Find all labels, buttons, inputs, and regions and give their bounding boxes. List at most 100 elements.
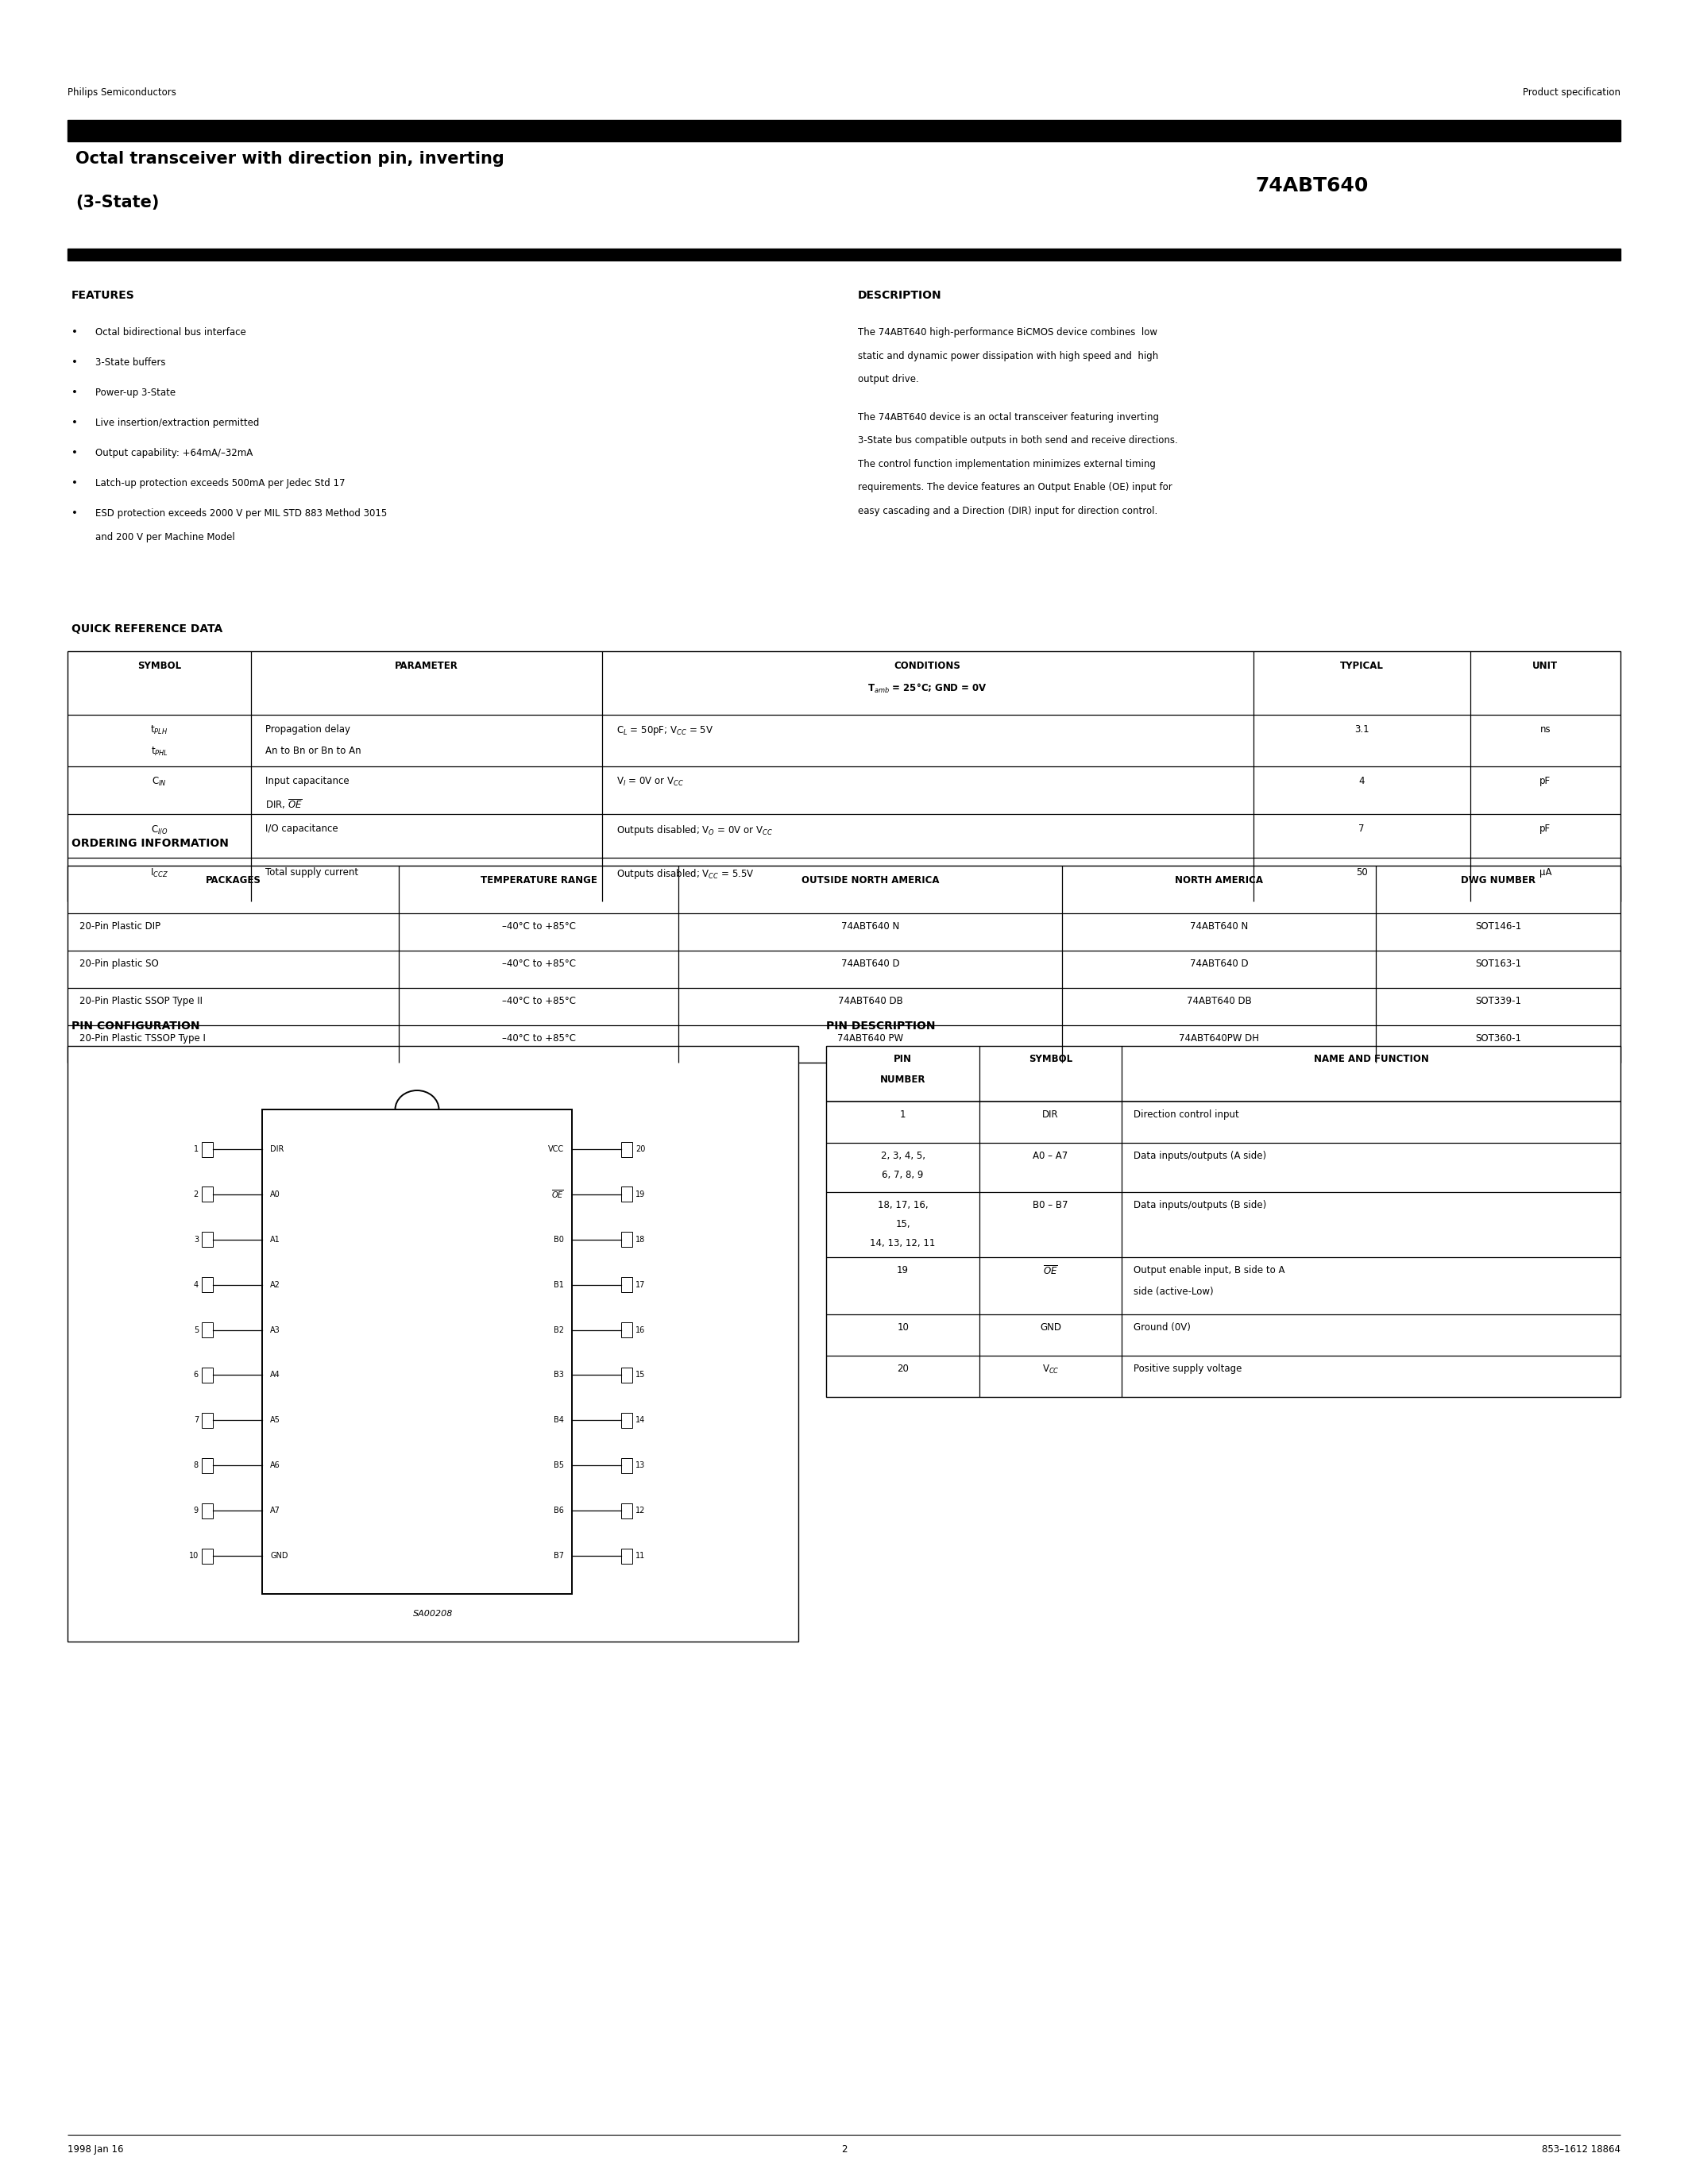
Text: 14: 14	[635, 1415, 645, 1424]
Text: Direction control input: Direction control input	[1134, 1109, 1239, 1120]
Text: $\overline{OE}$: $\overline{OE}$	[1043, 1265, 1058, 1278]
Text: 74ABT640 DB: 74ABT640 DB	[1187, 996, 1251, 1007]
Text: 18, 17, 16,: 18, 17, 16,	[878, 1199, 928, 1210]
Text: C$_L$ = 50pF; V$_{CC}$ = 5V: C$_L$ = 50pF; V$_{CC}$ = 5V	[616, 725, 714, 736]
Text: I/O capacitance: I/O capacitance	[265, 823, 338, 834]
Text: 1: 1	[900, 1109, 906, 1120]
Text: $\overline{OE}$: $\overline{OE}$	[552, 1188, 564, 1201]
Text: ns: ns	[1539, 725, 1551, 734]
Bar	[68, 651, 1620, 902]
Text: B0: B0	[554, 1236, 564, 1243]
Text: –40°C to +85°C: –40°C to +85°C	[501, 959, 576, 970]
Text: NAME AND FUNCTION: NAME AND FUNCTION	[1313, 1055, 1428, 1064]
Text: SOT163-1: SOT163-1	[1475, 959, 1521, 970]
Text: Data inputs/outputs (B side): Data inputs/outputs (B side)	[1134, 1199, 1266, 1210]
Text: –40°C to +85°C: –40°C to +85°C	[501, 1033, 576, 1044]
Text: 1998 Jan 16: 1998 Jan 16	[68, 2145, 123, 2156]
Text: side (active-Low): side (active-Low)	[1134, 1286, 1214, 1297]
Text: 17: 17	[635, 1280, 645, 1289]
Text: PIN CONFIGURATION: PIN CONFIGURATION	[71, 1020, 199, 1031]
Text: I$_{CCZ}$: I$_{CCZ}$	[150, 867, 169, 880]
Text: Propagation delay: Propagation delay	[265, 725, 351, 734]
Text: •: •	[71, 478, 78, 489]
Bar	[621, 1186, 633, 1201]
Text: FEATURES: FEATURES	[71, 290, 135, 301]
Text: An to Bn or Bn to An: An to Bn or Bn to An	[265, 745, 361, 756]
Text: Power-up 3-State: Power-up 3-State	[95, 387, 176, 397]
Text: 20-Pin Plastic SSOP Type II: 20-Pin Plastic SSOP Type II	[79, 996, 203, 1007]
Text: 7: 7	[194, 1415, 199, 1424]
Text: 20-Pin plastic SO: 20-Pin plastic SO	[79, 959, 159, 970]
Text: •: •	[71, 509, 78, 518]
Text: PARAMETER: PARAMETER	[395, 662, 457, 670]
Text: t$_{PLH}$: t$_{PLH}$	[150, 725, 169, 736]
Text: A6: A6	[270, 1461, 280, 1470]
Text: 50: 50	[1355, 867, 1367, 878]
Text: 14, 13, 12, 11: 14, 13, 12, 11	[869, 1238, 935, 1249]
Bar	[68, 249, 1620, 260]
Bar	[825, 1046, 1620, 1398]
Text: GND: GND	[270, 1553, 289, 1559]
Text: The 74ABT640 high-performance BiCMOS device combines  low: The 74ABT640 high-performance BiCMOS dev…	[858, 328, 1158, 339]
Text: C$_{IN}$: C$_{IN}$	[152, 775, 167, 788]
Text: 3-State bus compatible outputs in both send and receive directions.: 3-State bus compatible outputs in both s…	[858, 435, 1178, 446]
Text: •: •	[71, 417, 78, 428]
Bar	[203, 1186, 213, 1201]
Text: A7: A7	[270, 1507, 280, 1514]
Text: SA00208: SA00208	[414, 1610, 452, 1618]
Text: μA: μA	[1539, 867, 1551, 878]
Bar	[203, 1503, 213, 1518]
Text: DIR, $\overline{OE}$: DIR, $\overline{OE}$	[265, 797, 302, 810]
Text: 11: 11	[635, 1553, 645, 1559]
Text: SOT146-1: SOT146-1	[1475, 922, 1521, 933]
Text: Input capacitance: Input capacitance	[265, 775, 349, 786]
Text: Product specification: Product specification	[1523, 87, 1620, 98]
Text: •: •	[71, 448, 78, 459]
Text: GND: GND	[1040, 1321, 1062, 1332]
Text: 2: 2	[841, 2145, 847, 2156]
Text: T$_{amb}$ = 25°C; GND = 0V: T$_{amb}$ = 25°C; GND = 0V	[868, 681, 987, 695]
Text: A0: A0	[270, 1190, 280, 1199]
Text: Octal bidirectional bus interface: Octal bidirectional bus interface	[95, 328, 246, 339]
Text: 12: 12	[635, 1507, 645, 1514]
Text: 20: 20	[896, 1363, 908, 1374]
Text: Live insertion/extraction permitted: Live insertion/extraction permitted	[95, 417, 260, 428]
Text: V$_{CC}$: V$_{CC}$	[1041, 1363, 1058, 1376]
Text: 3-State buffers: 3-State buffers	[95, 358, 165, 367]
Text: 20-Pin Plastic DIP: 20-Pin Plastic DIP	[79, 922, 160, 933]
Text: –40°C to +85°C: –40°C to +85°C	[501, 996, 576, 1007]
Text: 4: 4	[1359, 775, 1364, 786]
Text: PIN DESCRIPTION: PIN DESCRIPTION	[825, 1020, 935, 1031]
Text: 6: 6	[194, 1372, 199, 1378]
Text: B3: B3	[554, 1372, 564, 1378]
Text: B2: B2	[554, 1326, 564, 1334]
Text: B0 – B7: B0 – B7	[1033, 1199, 1069, 1210]
Text: DWG NUMBER: DWG NUMBER	[1460, 876, 1536, 885]
Text: SYMBOL: SYMBOL	[1028, 1055, 1072, 1064]
Bar	[621, 1232, 633, 1247]
Bar	[621, 1142, 633, 1158]
Bar	[621, 1503, 633, 1518]
Text: ORDERING INFORMATION: ORDERING INFORMATION	[71, 839, 228, 850]
Text: •: •	[71, 328, 78, 339]
Text: Philips Semiconductors: Philips Semiconductors	[68, 87, 176, 98]
Text: Outputs disabled; V$_O$ = 0V or V$_{CC}$: Outputs disabled; V$_O$ = 0V or V$_{CC}$	[616, 823, 773, 836]
Text: 74ABT640 PW: 74ABT640 PW	[837, 1033, 903, 1044]
Text: A3: A3	[270, 1326, 280, 1334]
Bar	[621, 1413, 633, 1428]
Text: SOT339-1: SOT339-1	[1475, 996, 1521, 1007]
Text: DESCRIPTION: DESCRIPTION	[858, 290, 942, 301]
Text: 10: 10	[189, 1553, 199, 1559]
Text: V$_I$ = 0V or V$_{CC}$: V$_I$ = 0V or V$_{CC}$	[616, 775, 684, 788]
Text: •: •	[71, 358, 78, 367]
Text: Latch-up protection exceeds 500mA per Jedec Std 17: Latch-up protection exceeds 500mA per Je…	[95, 478, 344, 489]
Text: VCC: VCC	[549, 1144, 564, 1153]
Text: t$_{PHL}$: t$_{PHL}$	[150, 745, 169, 758]
Text: requirements. The device features an Output Enable (OE) input for: requirements. The device features an Out…	[858, 483, 1171, 491]
Text: A2: A2	[270, 1280, 280, 1289]
Text: 20: 20	[635, 1144, 645, 1153]
Text: Positive supply voltage: Positive supply voltage	[1134, 1363, 1242, 1374]
Bar	[203, 1548, 213, 1564]
Text: SOT360-1: SOT360-1	[1475, 1033, 1521, 1044]
Text: 74ABT640PW DH: 74ABT640PW DH	[1178, 1033, 1259, 1044]
